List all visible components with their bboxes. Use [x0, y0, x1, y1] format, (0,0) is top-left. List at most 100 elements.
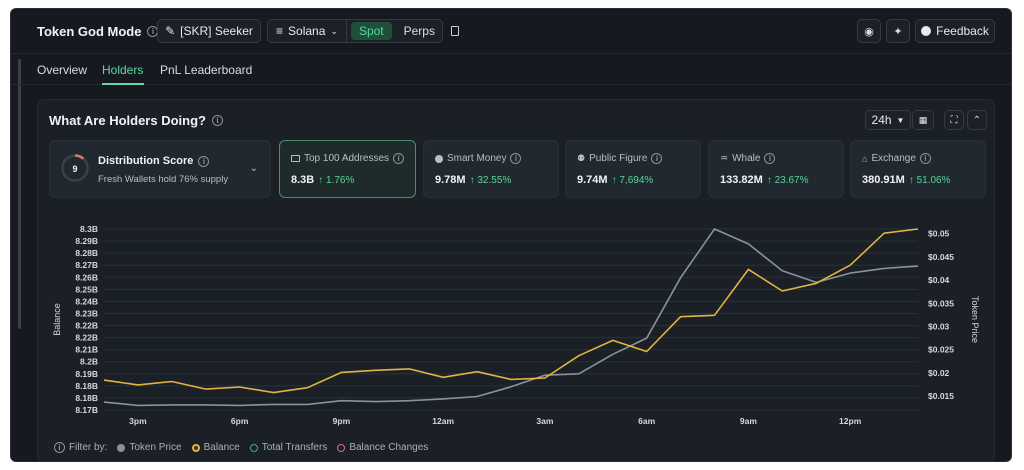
y-left-tick-label: 8.18B: [75, 393, 98, 403]
y-right-tick-label: $0.04: [928, 275, 950, 285]
y-left-tick-label: 8.24B: [75, 296, 98, 306]
y-right-tick-label: $0.045: [928, 252, 954, 262]
chevron-down-icon[interactable]: ⌄: [249, 163, 258, 174]
header: Token God Mode i ✎ [SKR] Seeker ≡ Solana…: [11, 9, 1011, 53]
y-left-tick-label: 8.23B: [75, 308, 98, 318]
chevron-down-icon: ⌄: [330, 25, 338, 36]
chat-icon: [921, 26, 932, 36]
y-right-tick-label: $0.02: [928, 368, 950, 378]
holders-panel: What Are Holders Doing? i 24h ▼ ▦ ⛶ ⌃ 9 …: [37, 99, 996, 461]
y-left-tick-label: 8.2B: [80, 357, 98, 367]
time-range-select[interactable]: 24h ▼: [865, 110, 911, 130]
series-line-token-price: [103, 228, 919, 407]
legend-dot: [191, 443, 200, 452]
tab-spot[interactable]: Spot: [350, 22, 392, 40]
y-left-tick-label: 8.18B: [75, 381, 98, 391]
y-left-tick-label: 8.17B: [75, 405, 98, 415]
x-tick-label: 9am: [740, 416, 757, 426]
side-scrollbar[interactable]: [18, 59, 21, 329]
info-icon[interactable]: i: [510, 153, 522, 164]
legend-dot: [117, 443, 126, 452]
info-icon[interactable]: i: [211, 115, 223, 126]
calendar-icon: ▦: [918, 114, 928, 125]
x-tick-label: 3pm: [129, 416, 147, 426]
user-icon: ⚉: [577, 153, 586, 163]
x-tick-label: 6am: [638, 416, 655, 426]
holders-chart[interactable]: 8.17B 8.18B 8.18B 8.19B 8.2B 8.21B 8.22B 8.22B 8…: [38, 100, 996, 440]
pin-button[interactable]: ✦: [886, 19, 910, 43]
feedback-button[interactable]: Feedback: [915, 19, 995, 43]
x-tick-label: 12pm: [839, 416, 862, 426]
stat-card-top-100[interactable]: Top 100 Addresses i 8.3B ↑ 1.76%: [279, 140, 416, 198]
y-left-tick-label: 8.25B: [75, 284, 98, 294]
tab-overview[interactable]: Overview: [37, 63, 88, 77]
page-title: Token God Mode i: [37, 24, 159, 39]
chain-market-group: ≡ Solana ⌄ Spot Perps: [267, 19, 443, 43]
score-ring: 9: [61, 154, 89, 182]
expand-icon: ⛶: [950, 114, 958, 126]
distribution-subtitle: Fresh Wallets hold 76% supply: [98, 174, 229, 185]
copy-icon[interactable]: [451, 26, 459, 36]
x-tick-label: 6pm: [231, 416, 249, 426]
legend-dot: [249, 443, 258, 452]
series-line-balance: [103, 228, 919, 394]
y-right-tick-label: $0.03: [928, 321, 950, 331]
distribution-score-card[interactable]: 9 Distribution Score i Fresh Wallets hol…: [49, 140, 271, 198]
x-tick-label: 9pm: [333, 416, 351, 426]
legend-balance[interactable]: Balance: [191, 442, 240, 453]
stat-card-public-figure[interactable]: ⚉ Public Figure i 9.74M ↑ 7,694%: [565, 140, 701, 198]
y-left-tick-label: 8.27B: [75, 260, 98, 270]
tab-pnl-leaderboard[interactable]: PnL Leaderboard: [160, 63, 253, 77]
y-left-tick-label: 8.22B: [75, 321, 98, 331]
y-left-tick-label: 8.28B: [75, 248, 98, 258]
info-icon[interactable]: i: [919, 153, 931, 164]
collapse-button[interactable]: ⌃: [967, 110, 987, 130]
stat-card-exchange[interactable]: ⌂ Exchange i 380.91M ↑ 51.06%: [850, 140, 986, 198]
app-window: Token God Mode i ✎ [SKR] Seeker ≡ Solana…: [10, 8, 1012, 462]
expand-button[interactable]: ⛶: [944, 110, 964, 130]
y-left-tick-label: 8.29B: [75, 236, 98, 246]
tab-perps[interactable]: Perps: [403, 24, 435, 38]
distribution-title: Distribution Score i: [98, 155, 210, 167]
menu-icon: ≡: [276, 24, 284, 38]
filter-label: i Filter by:: [54, 442, 107, 453]
score-value: 9: [72, 164, 77, 174]
x-tick-label: 3am: [536, 416, 553, 426]
stat-card-whale[interactable]: ♒ Whale i 133.82M ↑ 23.67%: [708, 140, 844, 198]
caret-down-icon: ▼: [896, 115, 905, 125]
brain-icon: [435, 154, 443, 163]
info-icon[interactable]: i: [764, 153, 776, 164]
info-icon[interactable]: i: [393, 153, 405, 164]
stat-card-smart-money[interactable]: Smart Money i 9.78M ↑ 32.55%: [423, 140, 559, 198]
chain-select[interactable]: ≡ Solana ⌄: [268, 20, 347, 42]
chart-legend: i Filter by: Token Price Balance Total Tr…: [54, 442, 428, 453]
wallet-icon: [291, 155, 300, 162]
legend-token-price[interactable]: Token Price: [117, 442, 182, 453]
active-tab-indicator: [102, 83, 144, 85]
pin-icon: ✦: [893, 25, 903, 38]
y-left-axis-title: Balance: [52, 303, 62, 336]
watch-button[interactable]: ◉: [857, 19, 881, 43]
tab-holders[interactable]: Holders: [102, 63, 144, 77]
x-tick-label: 12am: [432, 416, 454, 426]
legend-total-transfers[interactable]: Total Transfers: [249, 442, 327, 453]
panel-title: What Are Holders Doing? i: [49, 113, 223, 128]
y-left-tick-label: 8.22B: [75, 333, 98, 343]
token-selector-button[interactable]: ✎ [SKR] Seeker: [157, 19, 261, 43]
eye-icon: ◉: [864, 25, 874, 38]
legend-dot: [337, 443, 346, 452]
info-icon[interactable]: i: [54, 442, 65, 453]
tab-bar: Overview Holders PnL Leaderboard: [11, 53, 1011, 85]
y-left-tick-label: 8.21B: [75, 345, 98, 355]
y-right-tick-label: $0.05: [928, 229, 950, 239]
info-icon[interactable]: i: [651, 153, 663, 164]
pencil-icon: ✎: [165, 24, 176, 38]
y-left-tick-label: 8.19B: [75, 369, 98, 379]
calendar-button[interactable]: ▦: [912, 110, 934, 130]
legend-balance-changes[interactable]: Balance Changes: [337, 442, 428, 453]
y-left-tick-label: 8.3B: [80, 224, 98, 234]
whale-icon: ♒: [720, 153, 729, 163]
info-icon[interactable]: i: [198, 155, 210, 167]
y-right-tick-label: $0.015: [928, 391, 954, 401]
y-left-tick-label: 8.26B: [75, 272, 98, 282]
